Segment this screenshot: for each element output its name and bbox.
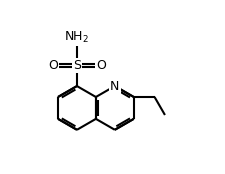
Text: O: O [48,59,58,72]
Text: O: O [95,59,105,72]
Text: N: N [110,80,119,93]
Text: NH$_2$: NH$_2$ [64,30,89,45]
Text: S: S [73,59,81,72]
